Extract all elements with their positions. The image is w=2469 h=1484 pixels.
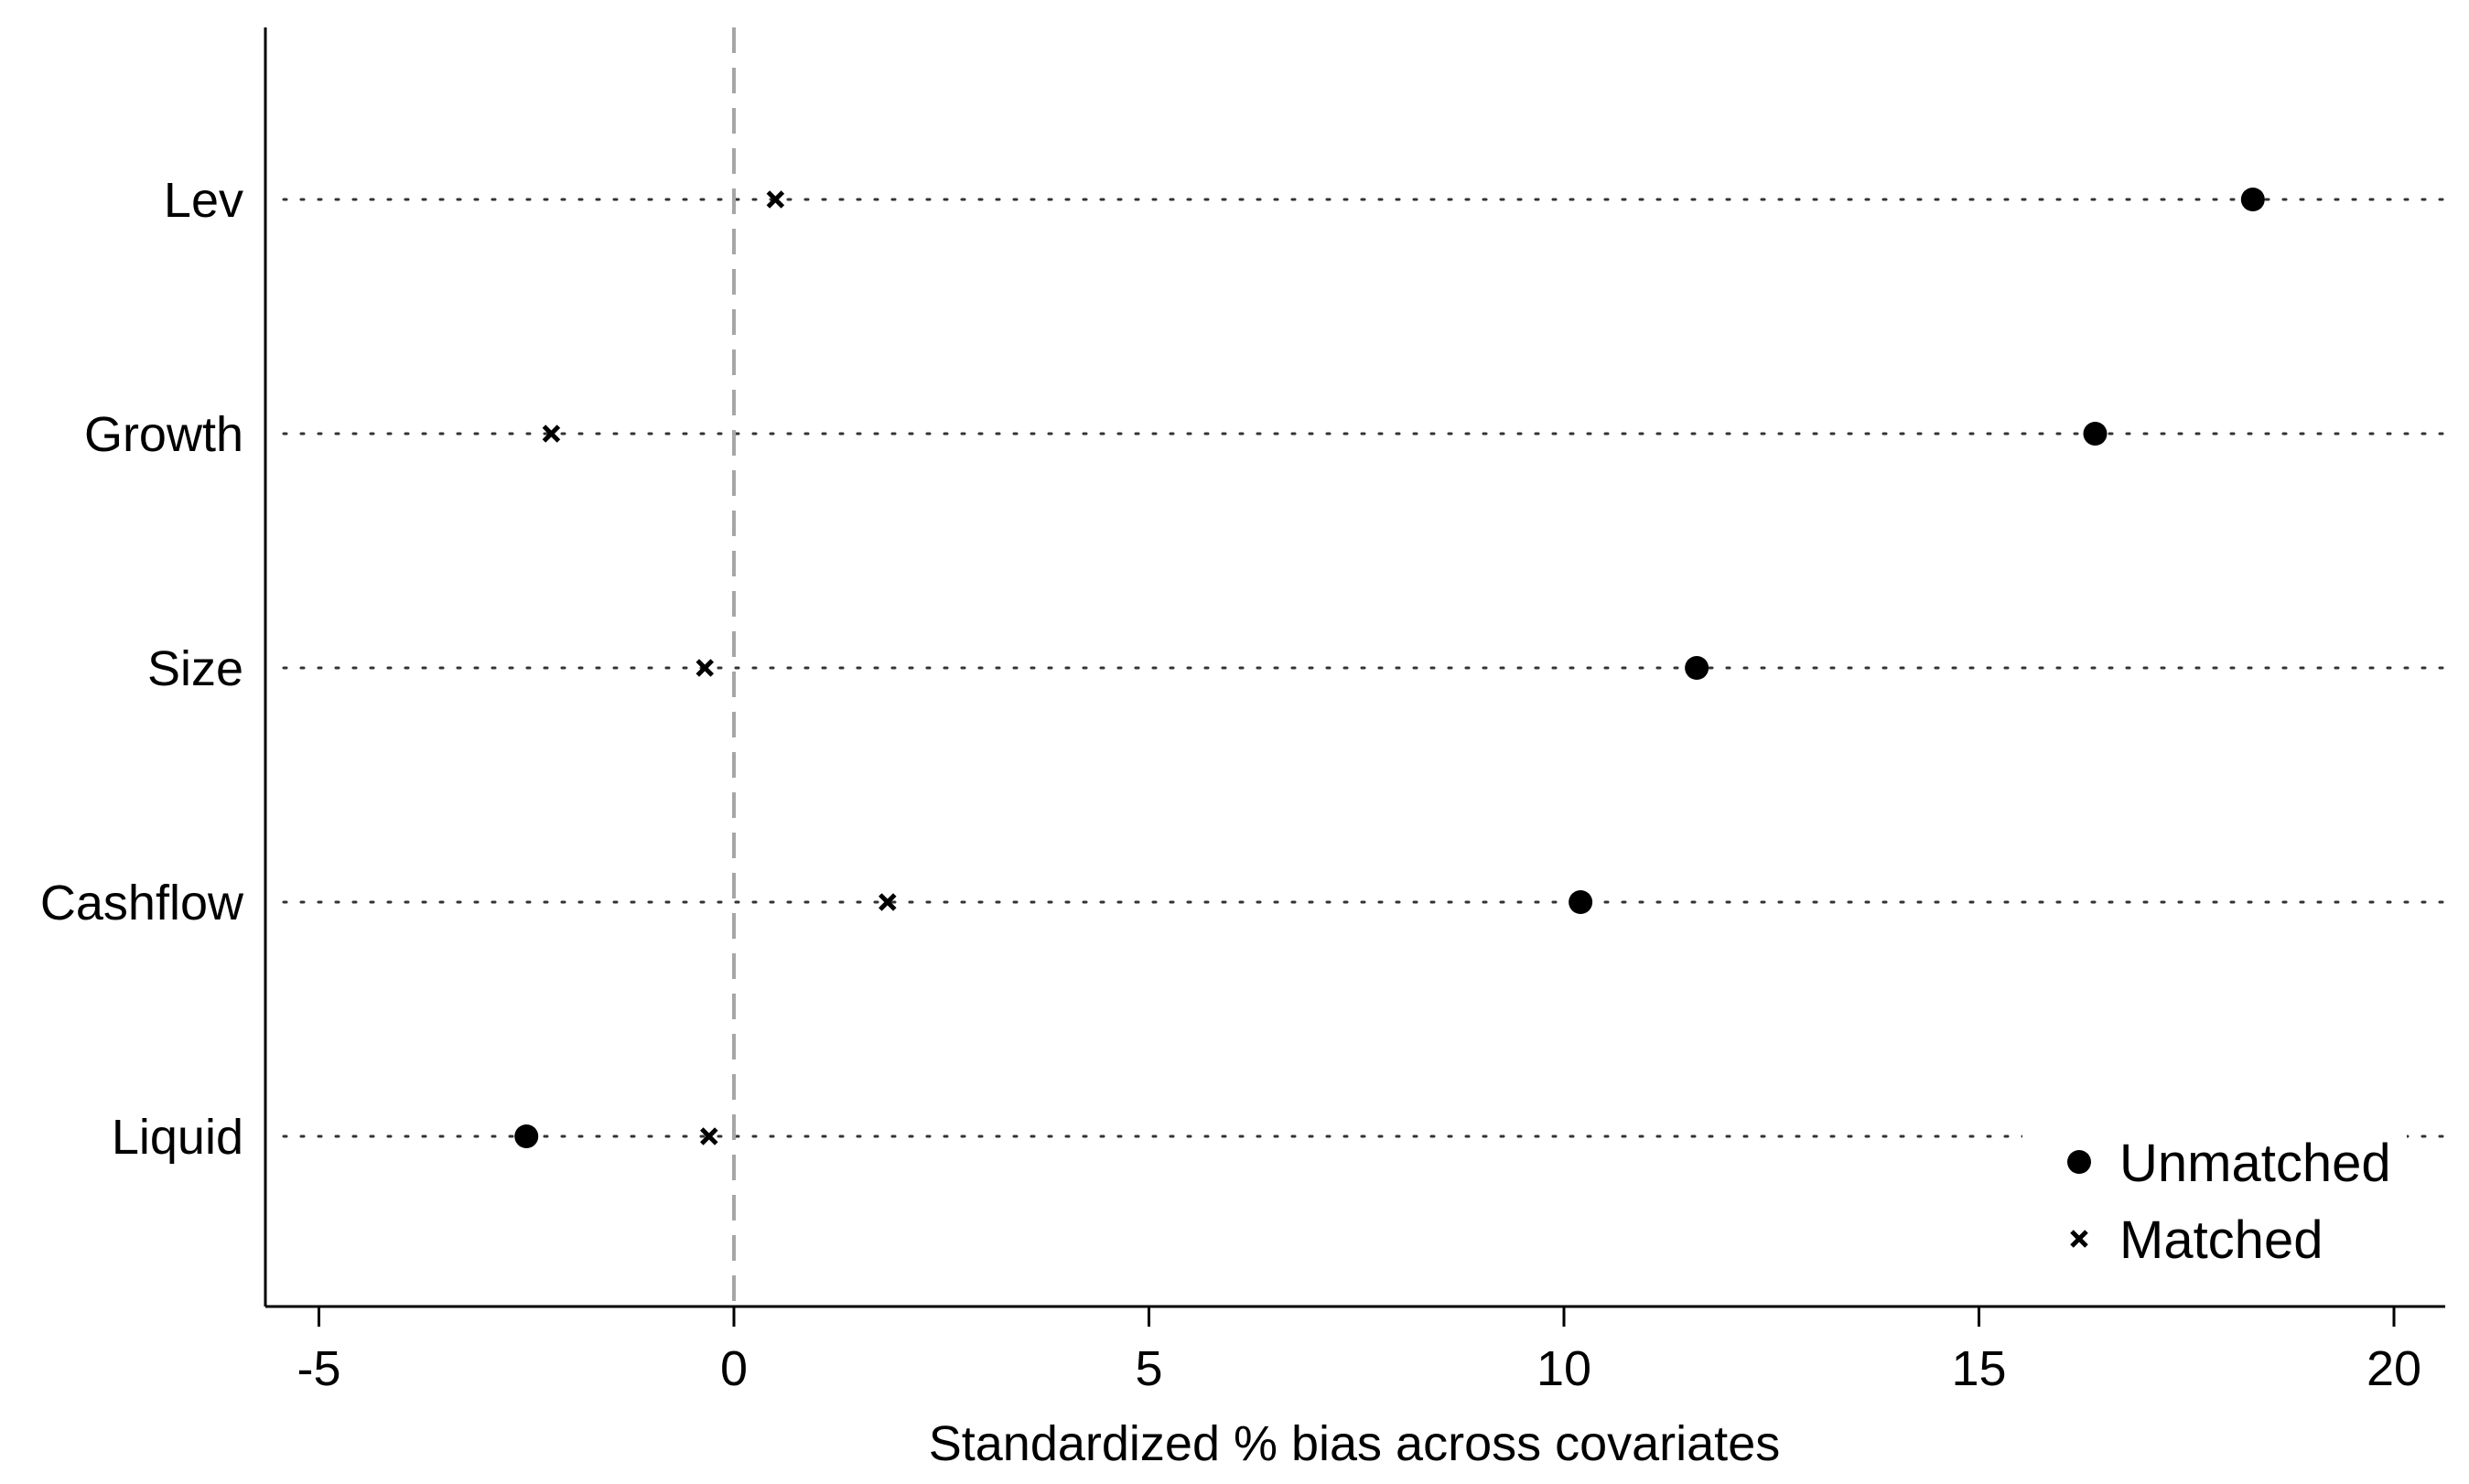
category-label-lev: Lev (164, 173, 243, 228)
category-label-cashflow: Cashflow (40, 876, 244, 930)
x-tick-label-20: 20 (2367, 1341, 2421, 1396)
category-label-liquid: Liquid (112, 1110, 243, 1165)
unmatched-point-liquid (514, 1124, 539, 1148)
legend-swatch-unmatched (2067, 1150, 2091, 1174)
ticks-layer: -5 0 5 10 15 20 (296, 1307, 2421, 1396)
category-label-growth: Growth (84, 407, 243, 462)
category-labels-layer: Lev Growth Size Cashflow Liquid (40, 173, 244, 1165)
grid-layer (282, 198, 2447, 1138)
legend-label-matched: Matched (2119, 1210, 2323, 1270)
x-tick-label--5: -5 (296, 1341, 340, 1396)
x-tick-label-0: 0 (720, 1341, 748, 1396)
matched-point-size (695, 659, 715, 677)
legend-label-unmatched: Unmatched (2119, 1134, 2391, 1193)
unmatched-point-size (1685, 656, 1709, 680)
x-axis-title: Standardized % bias across covariates (929, 1416, 1780, 1471)
matched-point-lev (766, 190, 785, 209)
marks-layer (514, 188, 2265, 1148)
x-tick-label-15: 15 (1951, 1341, 2006, 1396)
unmatched-point-growth (2083, 422, 2108, 446)
matched-point-growth (542, 425, 561, 443)
category-label-size: Size (147, 641, 243, 696)
axes-layer (264, 27, 2445, 1308)
matched-point-cashflow (879, 893, 897, 911)
unmatched-point-cashflow (1569, 890, 1593, 914)
x-tick-label-5: 5 (1135, 1341, 1162, 1396)
matched-point-liquid (700, 1127, 718, 1145)
unmatched-point-lev (2240, 188, 2265, 211)
x-tick-label-10: 10 (1536, 1341, 1591, 1396)
legend: Unmatched Matched (2022, 1130, 2407, 1276)
legend-swatch-matched (2070, 1230, 2088, 1248)
